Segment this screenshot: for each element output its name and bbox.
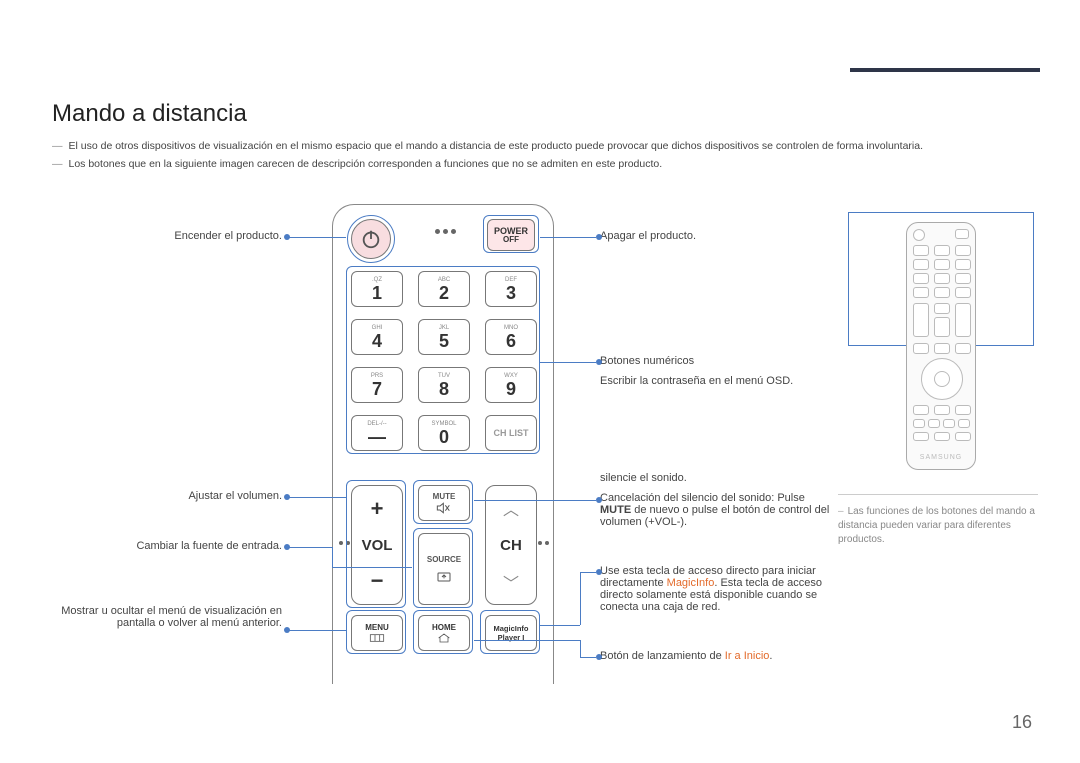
callout-power-on: Encender el producto. <box>52 230 282 242</box>
callout-home: Botón de lanzamiento de Ir a Inicio. <box>600 650 830 662</box>
page-number: 16 <box>1012 712 1032 733</box>
ir-icon <box>435 229 456 234</box>
sidenote: –Las funciones de los botones del mando … <box>838 494 1038 547</box>
callout-volume: Ajustar el volumen. <box>52 490 282 502</box>
callout-numeric: Botones numéricos Escribir la contraseña… <box>600 355 830 387</box>
callout-menu: Mostrar u ocultar el menú de visualizaci… <box>52 605 282 629</box>
callout-mute: silencie el sonido. Cancelación del sile… <box>600 472 830 528</box>
callout-magicinfo: Use esta tecla de acceso directo para in… <box>600 565 830 613</box>
callout-source: Cambiar la fuente de entrada. <box>52 540 282 552</box>
mini-remote: SAMSUNG <box>906 222 976 470</box>
callout-power-off: Apagar el producto. <box>600 230 830 242</box>
note-2: ―Los botones que en la siguiente imagen … <box>52 158 662 170</box>
channel-rocker: ︿ CH ﹀ <box>485 485 537 605</box>
note-1: ―El uso de otros dispositivos de visuali… <box>52 140 923 152</box>
page-title: Mando a distancia <box>52 100 247 128</box>
